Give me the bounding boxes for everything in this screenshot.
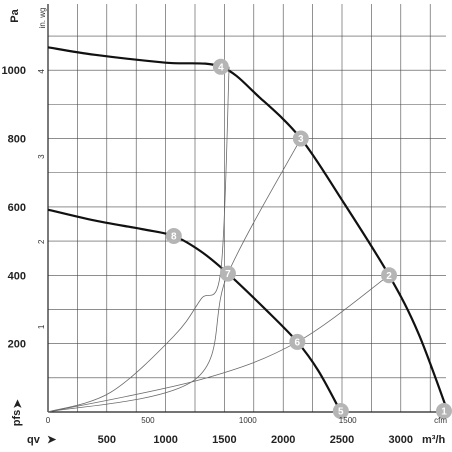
x-tick-label: 1500 [212, 434, 236, 446]
y-tick-label: 600 [8, 202, 26, 214]
y-secondary-unit-label: in. wg [38, 8, 47, 29]
system-curve-2 [47, 138, 302, 413]
x-tick-label: 3000 [389, 434, 413, 446]
y-tick-label: 800 [8, 134, 26, 146]
operating-point-7 [219, 265, 236, 282]
grid [47, 4, 446, 413]
operating-point-label: 5 [338, 407, 344, 418]
y-secondary-tick-label: 1 [37, 324, 46, 329]
x-tick-label: 500 [98, 434, 116, 446]
x-axis-arrow: ➤ [47, 434, 57, 446]
operating-point-label: 4 [218, 62, 224, 73]
operating-point-3 [292, 130, 309, 147]
operating-point-1 [436, 403, 452, 419]
x-tick-label: 2500 [330, 434, 354, 446]
x-secondary-tick-label: 500 [141, 416, 155, 425]
x-secondary-tick-label: 1500 [339, 416, 357, 425]
operating-point-label: 2 [386, 271, 392, 282]
operating-point-2 [381, 267, 398, 284]
operating-point-8 [165, 227, 182, 244]
operating-point-label: 7 [225, 269, 231, 280]
x-secondary-tick-label: 0 [46, 416, 51, 425]
x-secondary-tick-label: 1000 [239, 416, 257, 425]
operating-point-label: 1 [441, 407, 447, 418]
y-tick-label: 200 [8, 339, 26, 351]
y-axis-arrow: ➤ [12, 399, 24, 409]
x-secondary-unit-label: cfm [434, 416, 447, 425]
operating-point-label: 6 [295, 337, 301, 348]
x-tick-label: 1000 [153, 434, 177, 446]
operating-point-4 [212, 58, 229, 75]
operating-point-6 [289, 333, 306, 350]
operating-point-label: 8 [171, 231, 177, 242]
y-secondary-tick-label: 3 [37, 154, 46, 159]
system-curve-3 [47, 274, 390, 413]
y-secondary-tick-label: 4 [37, 69, 46, 74]
system-curve-1 [47, 66, 230, 413]
y-secondary-tick-label: 2 [37, 239, 46, 244]
x-unit-label: m³/h [422, 434, 446, 446]
y-axis-label: pfs [11, 410, 23, 427]
operating-point-5 [332, 403, 349, 419]
y-tick-label: 1000 [2, 65, 26, 77]
x-tick-label: 2000 [271, 434, 295, 446]
fan-curve-high [47, 46, 449, 413]
y-unit-label: Pa [9, 8, 21, 22]
markers: 1 2 3 4 5 6 7 8 [165, 58, 452, 419]
operating-point-label: 3 [298, 134, 304, 145]
fan-curve-low [47, 208, 342, 413]
y-tick-label: 400 [8, 270, 26, 282]
curves [47, 46, 449, 413]
x-axis-label: qv [27, 434, 41, 446]
